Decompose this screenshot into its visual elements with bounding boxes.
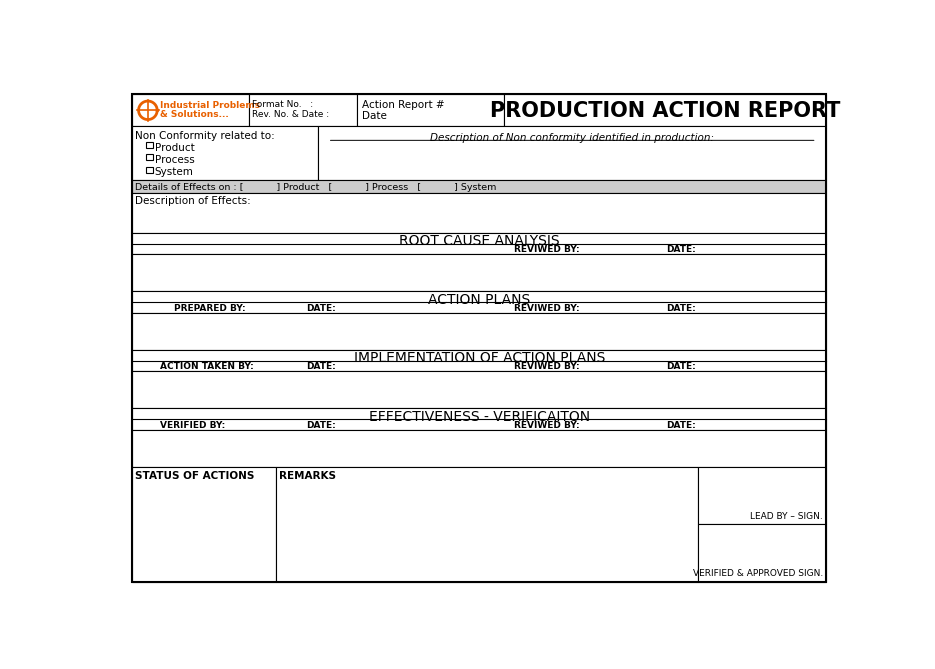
Text: LEAD BY – SIGN.: LEAD BY – SIGN. — [750, 512, 823, 520]
Text: Product: Product — [155, 142, 194, 153]
Bar — [146, 142, 152, 148]
Text: REVIWED BY:: REVIWED BY: — [514, 304, 580, 312]
Text: Date: Date — [362, 111, 387, 121]
Text: DATE:: DATE: — [306, 304, 336, 312]
Text: Process: Process — [155, 155, 194, 165]
Text: ACTION TAKEN BY:: ACTION TAKEN BY: — [160, 362, 254, 371]
Text: VERIFIED BY:: VERIFIED BY: — [160, 421, 225, 429]
Text: Action Report #: Action Report # — [362, 100, 444, 110]
Bar — [133, 254, 826, 291]
Bar — [133, 94, 249, 126]
Bar — [249, 94, 357, 126]
Bar — [133, 193, 826, 233]
Bar — [133, 313, 826, 350]
Bar — [146, 167, 152, 173]
Text: Non Conformity related to:: Non Conformity related to: — [136, 131, 275, 141]
Bar — [504, 94, 826, 126]
Text: DATE:: DATE: — [306, 421, 336, 429]
Text: DATE:: DATE: — [667, 421, 697, 429]
Text: System: System — [155, 167, 194, 177]
Bar — [357, 94, 504, 126]
Text: REVIWED BY:: REVIWED BY: — [514, 245, 580, 254]
Text: REVIWED BY:: REVIWED BY: — [514, 362, 580, 371]
Text: & Solutions...: & Solutions... — [160, 110, 229, 118]
Text: Details of Effects on : [           ] Product   [           ] Process   [       : Details of Effects on : [ ] Product [ ] … — [136, 183, 496, 192]
Text: Description of Effects:: Description of Effects: — [136, 196, 252, 206]
Bar — [133, 467, 276, 581]
Text: DATE:: DATE: — [667, 362, 697, 371]
Bar — [319, 126, 826, 181]
Bar — [133, 181, 826, 193]
Text: STATUS OF ACTIONS: STATUS OF ACTIONS — [136, 471, 255, 480]
Bar — [133, 233, 826, 254]
Text: Industrial Problems: Industrial Problems — [160, 101, 261, 110]
Bar — [133, 126, 319, 181]
Bar — [698, 467, 826, 524]
Bar — [133, 430, 826, 467]
Bar — [133, 371, 826, 408]
Bar — [133, 408, 826, 430]
Text: IMPLEMENTATION OF ACTION PLANS: IMPLEMENTATION OF ACTION PLANS — [353, 351, 605, 365]
Text: EFFECTIVENESS - VERIFICAITON: EFFECTIVENESS - VERIFICAITON — [368, 410, 590, 424]
Text: VERIFIED & APPROVED SIGN.: VERIFIED & APPROVED SIGN. — [693, 569, 823, 579]
Text: Description of Non conformity identified in production:: Description of Non conformity identified… — [430, 132, 714, 142]
Text: PREPARED BY:: PREPARED BY: — [174, 304, 246, 312]
Bar — [276, 467, 698, 581]
Text: DATE:: DATE: — [667, 245, 697, 254]
Text: REVIWED BY:: REVIWED BY: — [514, 421, 580, 429]
Text: Rev. No. & Date :: Rev. No. & Date : — [252, 110, 329, 118]
Text: REMARKS: REMARKS — [279, 471, 336, 480]
Bar — [133, 350, 826, 371]
Bar — [133, 291, 826, 313]
Text: PRODUCTION ACTION REPORT: PRODUCTION ACTION REPORT — [490, 101, 841, 121]
Text: ROOT CAUSE ANALYSIS: ROOT CAUSE ANALYSIS — [399, 234, 559, 248]
Bar — [698, 524, 826, 581]
Text: DATE:: DATE: — [667, 304, 697, 312]
Text: DATE:: DATE: — [306, 362, 336, 371]
Text: Format No.   :: Format No. : — [252, 100, 313, 109]
Text: ACTION PLANS: ACTION PLANS — [428, 293, 530, 307]
Bar — [146, 154, 152, 161]
